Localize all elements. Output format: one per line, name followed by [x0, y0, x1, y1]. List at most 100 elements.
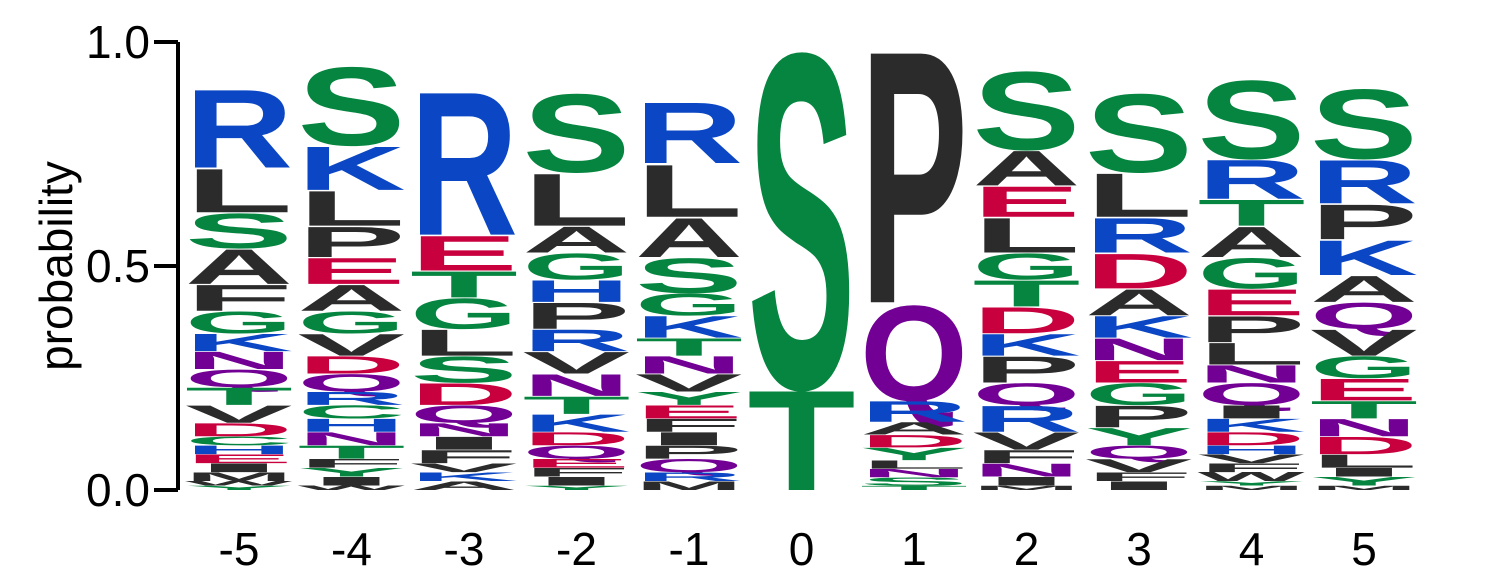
logo-letter-W: W — [185, 480, 292, 487]
logo-letter-P: P — [1310, 195, 1418, 250]
logo-letter-Y: Y — [298, 465, 406, 479]
logo-letter-H: H — [1198, 443, 1306, 457]
logo-letter-M: M — [1198, 484, 1306, 491]
logo-letter-L: L — [185, 156, 293, 225]
logo-letter-V: V — [1198, 452, 1306, 466]
logo-letter-R: R — [973, 398, 1081, 440]
logo-letter-E: E — [635, 402, 743, 423]
logo-letter-E: E — [1310, 372, 1418, 407]
logo-letter-L: L — [1085, 161, 1193, 230]
logo-letter-G: G — [410, 289, 518, 338]
logo-letter-I: I — [635, 428, 743, 449]
logo-letter-A: A — [410, 479, 518, 493]
logo-letter-W: W — [298, 484, 405, 491]
logo-letter-A: A — [973, 140, 1081, 196]
logo-letter-D: D — [1085, 243, 1193, 299]
letter-stacks: RLSAFGKNQTVDCHEIMWYSKLPEAGVDQRCHNTFYIWRE… — [185, 0, 1418, 521]
logo-letter-R: R — [298, 388, 406, 409]
logo-letter-V: V — [410, 461, 518, 475]
logo-letter-Q: Q — [298, 369, 406, 397]
logo-letter-V: V — [1310, 322, 1418, 364]
logo-letter-K: K — [1198, 415, 1306, 436]
logo-letter-K: K — [973, 327, 1081, 362]
logo-letter-T: T — [635, 333, 743, 361]
logo-letter-H: H — [523, 274, 631, 309]
y-tick-label-1: 1.0 — [86, 16, 150, 68]
logo-letter-A: A — [523, 219, 631, 261]
logo-letter-S: S — [523, 71, 631, 197]
logo-letter-A: A — [1085, 282, 1193, 324]
logo-letter-L: L — [298, 180, 406, 236]
logo-letter-R: R — [185, 66, 293, 191]
logo-letter-T: T — [1310, 396, 1418, 424]
logo-letter-A: A — [298, 277, 406, 319]
logo-letter-E: E — [1085, 354, 1193, 389]
logo-letter-I: I — [410, 433, 518, 454]
logo-letter-K: K — [635, 309, 743, 344]
logo-letter-V: V — [298, 327, 406, 362]
logo-letter-S: S — [1085, 71, 1193, 197]
logo-letter-S: S — [1198, 57, 1306, 183]
logo-letter-S: S — [298, 44, 406, 170]
x-tick-label-0: 0 — [789, 523, 815, 575]
logo-letter-G: G — [635, 287, 743, 322]
logo-letter-T: T — [523, 391, 631, 419]
logo-letter-V: V — [635, 369, 743, 397]
logo-letter-M: M — [973, 484, 1081, 491]
logo-letter-A: A — [635, 206, 743, 268]
logo-letter-K: K — [410, 470, 518, 484]
logo-letter-Q: Q — [1085, 442, 1193, 463]
logo-letter-V: V — [185, 401, 293, 429]
logo-letter-N: N — [523, 368, 631, 403]
logo-letter-F: F — [973, 446, 1081, 467]
logo-letter-R: R — [1085, 207, 1193, 263]
logo-letter-M: M — [635, 479, 743, 493]
logo-letter-I: I — [1085, 479, 1193, 493]
x-tick-label-2: 2 — [1014, 523, 1040, 575]
logo-letter-R: R — [1310, 147, 1418, 217]
logo-letter-P: P — [860, 0, 968, 380]
logo-letter-T: T — [973, 273, 1081, 315]
logo-letter-A: A — [185, 239, 293, 295]
logo-letter-L: L — [635, 149, 743, 233]
logo-letter-K: K — [298, 134, 406, 204]
x-tick-label-3: 3 — [1126, 523, 1152, 575]
logo-letter-G: G — [298, 305, 406, 340]
logo-letter-F: F — [410, 446, 518, 467]
logo-letter-I: I — [1198, 401, 1306, 422]
logo-letter-E: E — [523, 456, 631, 470]
logo-letter-D: D — [410, 377, 518, 412]
logo-letter-Y: Y — [1198, 480, 1306, 487]
logo-letter-R: R — [860, 395, 968, 428]
logo-letter-Q: Q — [860, 278, 968, 431]
logo-letter-Y: Y — [1085, 423, 1193, 451]
logo-letter-P: P — [973, 349, 1081, 391]
logo-letter-S: S — [1310, 69, 1418, 180]
logo-letter-A: A — [1198, 218, 1306, 267]
logo-letter-P: P — [298, 218, 406, 266]
logo-letter-E: E — [410, 226, 518, 281]
logo-letter-P: P — [1198, 308, 1306, 350]
logo-letter-V: V — [973, 427, 1081, 455]
logo-letter-I: I — [1310, 465, 1418, 479]
logo-letter-G: G — [1310, 350, 1418, 385]
logo-letter-K: K — [1085, 309, 1193, 344]
logo-letter-R: R — [410, 49, 518, 279]
logo-letter-N: N — [973, 460, 1081, 481]
logo-letter-N: N — [860, 467, 968, 480]
logo-letter-N: N — [185, 347, 293, 375]
logo-letter-C: C — [185, 434, 293, 448]
logo-letter-I: I — [185, 461, 293, 475]
logo-letter-L: L — [860, 458, 968, 471]
logo-letter-F: F — [185, 277, 293, 319]
y-axis: 1.0 0.5 0.0 probability — [30, 16, 180, 516]
logo-letter-D: D — [523, 428, 631, 449]
logo-letter-I: I — [973, 474, 1081, 488]
